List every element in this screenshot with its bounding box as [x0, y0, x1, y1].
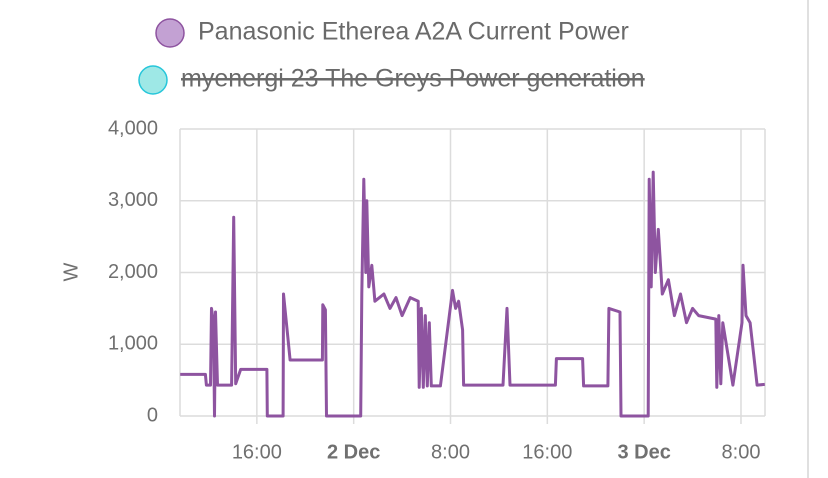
series-line: [180, 170, 765, 418]
x-tick-label: 8:00: [431, 441, 470, 463]
legend-label: myenergi 23 The Greys Power generation: [181, 65, 645, 93]
legend-label: Panasonic Etherea A2A Current Power: [198, 18, 629, 46]
y-tick-label: 0: [147, 404, 158, 426]
x-tick-label: 3 Dec: [617, 441, 670, 463]
x-tick-label: 2 Dec: [327, 441, 380, 463]
legend-item[interactable]: Panasonic Etherea A2A Current Power: [155, 18, 629, 48]
legend-swatch: [155, 18, 185, 48]
legend-swatch: [138, 65, 168, 95]
y-tick-label: 1,000: [108, 333, 158, 355]
x-tick-label: 16:00: [232, 441, 282, 463]
x-tick-label: 16:00: [522, 441, 572, 463]
y-tick-label: 4,000: [108, 117, 158, 139]
legend-item[interactable]: myenergi 23 The Greys Power generation: [138, 65, 645, 95]
y-axis-label: W: [60, 262, 82, 281]
x-tick-label: 8:00: [722, 441, 761, 463]
y-tick-label: 2,000: [108, 261, 158, 283]
y-tick-label: 3,000: [108, 189, 158, 211]
